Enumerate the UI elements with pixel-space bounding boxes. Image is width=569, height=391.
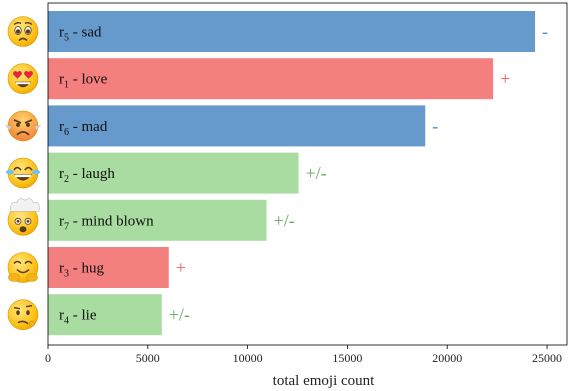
bar-label: r5 - sad [59,25,102,44]
x-tick-label: 25000 [532,351,562,365]
bar-label: r7 - mind blown [59,213,154,232]
emoji-icons [5,16,41,331]
bar-lie [48,294,162,336]
heart-eyes-face-icon [7,63,39,94]
bar-label: r1 - love [59,72,108,91]
bar-hug [48,247,169,288]
plot-frame [47,2,568,346]
bar-label: r3 - hug [59,261,104,280]
mind-blown-face-icon [7,198,40,236]
x-axis-title: total emoji count [273,373,375,389]
sentiment-label: +/- [169,305,190,325]
sentiment-label: +/- [306,163,327,183]
sentiment-label: - [432,116,438,136]
angry-face-icon [5,110,41,142]
bar-laugh [48,152,299,194]
bar-love [48,58,494,100]
x-tick-label: 20000 [432,351,462,365]
bar-label: r2 - laugh [59,166,115,185]
hugging-face-icon [7,252,39,283]
bar-label: r4 - lie [59,308,97,327]
x-tick-label: 0 [45,351,51,365]
sad-face-icon [7,16,39,47]
sentiment-label: - [542,22,548,42]
bar-mad [48,105,426,147]
sentiment-label: + [500,69,510,89]
laughing-face-icon [6,157,40,189]
x-tick-label: 10000 [233,351,263,365]
axes: 0 5000 10000 15000 20000 25000 total emoji cou… [45,2,568,389]
bar-mind-blown [48,199,267,241]
bar-sad [48,11,536,52]
sentiment-label: +/- [274,210,295,230]
bar-label: r6 - mad [59,119,108,138]
x-tick-label: 5000 [136,351,160,365]
sentiment-label: + [176,258,186,278]
bars: r5 - sad - r1 - love + r6 - mad - r2 - laugh +/… [48,11,548,336]
confused-face-icon [7,299,39,331]
x-tick-label: 15000 [332,351,362,365]
